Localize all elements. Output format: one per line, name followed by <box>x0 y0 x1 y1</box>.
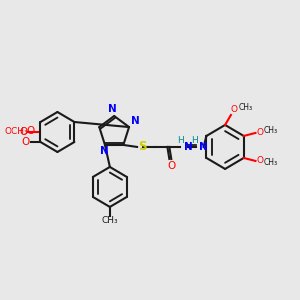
Text: CH₃: CH₃ <box>101 216 118 225</box>
Text: N: N <box>131 116 140 126</box>
Text: CH₃: CH₃ <box>263 158 278 167</box>
Text: S: S <box>138 140 146 153</box>
Text: O: O <box>256 156 263 165</box>
Text: H: H <box>191 136 198 145</box>
Text: N: N <box>100 146 108 156</box>
Text: O: O <box>20 127 28 137</box>
Text: N: N <box>184 142 193 152</box>
Text: O: O <box>22 137 30 147</box>
Text: O: O <box>27 126 35 136</box>
Text: O: O <box>167 161 176 171</box>
Text: CH₃: CH₃ <box>239 103 253 112</box>
Text: O: O <box>256 128 263 137</box>
Text: H: H <box>177 136 184 145</box>
Text: O: O <box>231 105 238 114</box>
Text: N: N <box>199 142 207 152</box>
Text: CH₃: CH₃ <box>263 126 278 135</box>
Text: N: N <box>108 104 117 114</box>
Text: OCH₃: OCH₃ <box>4 128 28 136</box>
